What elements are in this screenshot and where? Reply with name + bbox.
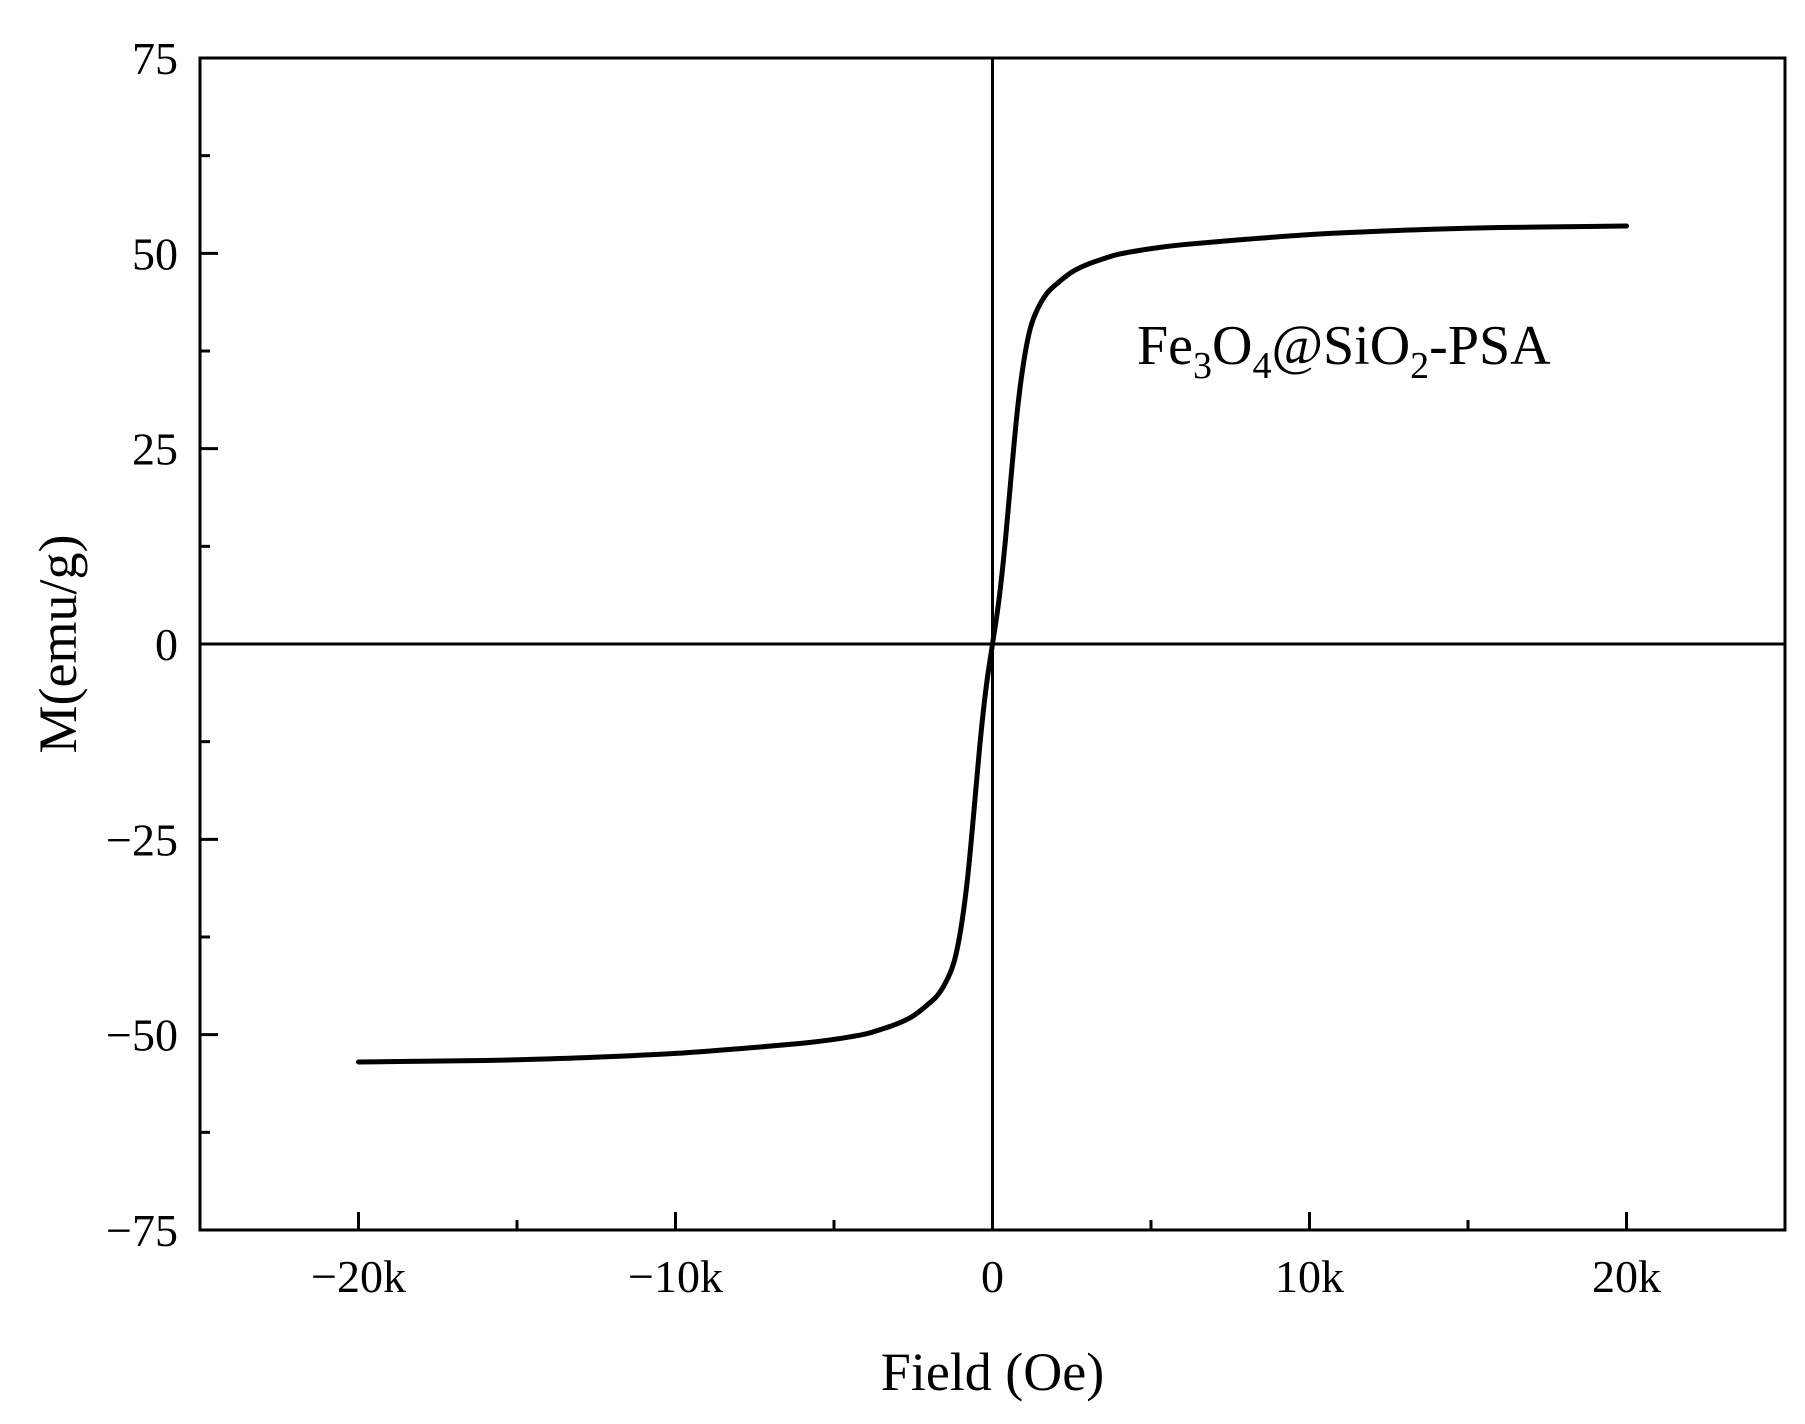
y-tick-label: −25 — [106, 814, 178, 865]
x-tick-label: 20k — [1592, 1251, 1661, 1302]
tick-labels: −20k −10k 0 10k 20k −75 −50 −25 0 25 50 75 — [106, 33, 1661, 1302]
magnetization-curve — [356, 223, 1629, 1065]
y-tick-label: −50 — [106, 1010, 178, 1061]
y-tick-label: 75 — [132, 33, 178, 84]
annotation-text: Fe — [1137, 315, 1193, 377]
x-axis-title: Field (Oe) — [881, 1342, 1104, 1402]
annotation-text: O — [1212, 315, 1252, 377]
annotation-subscript: 4 — [1252, 345, 1271, 387]
y-tick-label: 25 — [132, 424, 178, 475]
annotation-subscript: 2 — [1410, 345, 1429, 387]
plot-frame — [198, 56, 1787, 1232]
annotation-text: -PSA — [1429, 315, 1551, 377]
y-tick-label: 0 — [155, 619, 178, 670]
y-tick-label: −75 — [106, 1205, 178, 1256]
y-axis-title: M(emu/g) — [28, 535, 88, 754]
annotation-text: @SiO — [1271, 315, 1410, 377]
annotation-subscript: 3 — [1193, 345, 1212, 387]
x-tick-label: −20k — [311, 1251, 406, 1302]
sample-annotation: Fe3O4@SiO2-PSA — [1137, 315, 1551, 387]
x-tick-label: 0 — [981, 1251, 1004, 1302]
x-tick-label: 10k — [1275, 1251, 1344, 1302]
x-tick-label: −10k — [628, 1251, 723, 1302]
y-tick-label: 50 — [132, 228, 178, 279]
